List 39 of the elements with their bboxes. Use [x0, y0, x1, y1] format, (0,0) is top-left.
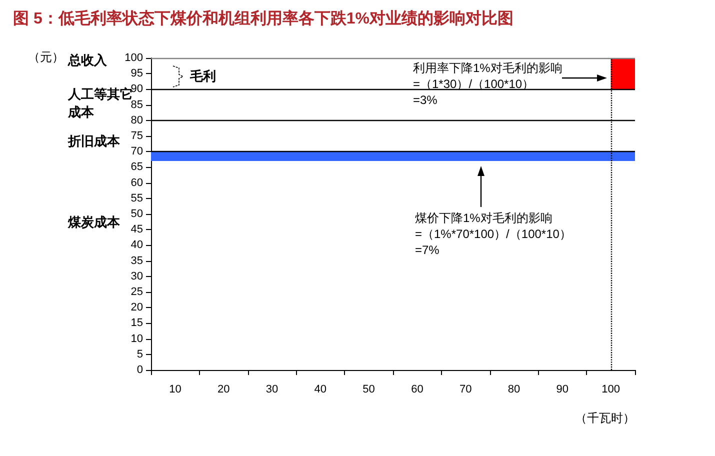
x-tick-label: 60: [411, 384, 424, 396]
y-tick-label: 15: [130, 317, 143, 330]
annotation: 毛利: [189, 68, 216, 84]
y-tick-label: 0: [136, 364, 143, 376]
y-tick-label: 35: [130, 254, 143, 267]
y-tick-label: 50: [130, 208, 143, 220]
x-tick-label: 80: [508, 384, 520, 396]
x-tick-label: 50: [362, 384, 375, 396]
y-tick-label: 85: [130, 98, 143, 111]
x-axis-title: （千瓦时）: [575, 411, 635, 425]
y-tick-label: 25: [130, 286, 143, 298]
y-tick-label: 40: [130, 239, 143, 252]
x-tick-label: 20: [217, 384, 230, 396]
y-tick-label: 60: [130, 176, 143, 189]
y-tick-label: 45: [130, 224, 143, 236]
text: 总收入: [67, 52, 108, 68]
y-tick-label: 30: [130, 270, 143, 282]
y-tick-label: 65: [130, 161, 143, 174]
x-tick-label: 40: [314, 384, 327, 396]
y-tick-label: 5: [136, 348, 143, 360]
y-tick-label: 90: [130, 83, 143, 96]
y-tick-label: 70: [130, 146, 143, 158]
y-tick-label: 100: [124, 52, 143, 64]
text: 折旧成本: [67, 134, 121, 148]
x-tick-label: 90: [556, 384, 569, 396]
text: 煤炭成本: [67, 214, 121, 230]
text: （元）: [28, 50, 64, 64]
y-tick-label: 10: [130, 332, 143, 345]
x-tick-label: 70: [459, 384, 472, 396]
y-tick-label: 75: [130, 130, 143, 142]
y-tick-label: 80: [130, 114, 143, 126]
x-tick-label: 10: [169, 384, 182, 396]
x-tick-label: 30: [266, 384, 278, 396]
x-tick-label: 100: [602, 384, 620, 396]
chart-title: 图 5：低毛利率状态下煤价和机组利用率各下跌1%对业绩的影响对比图: [13, 8, 514, 28]
y-tick-label: 55: [130, 192, 143, 204]
annotation: 煤价下降1%对毛利的影响 =（1%*70*100）/（100*10） =7%: [415, 211, 572, 257]
y-tick-label: 20: [130, 302, 143, 314]
y-tick-label: 95: [130, 68, 143, 80]
